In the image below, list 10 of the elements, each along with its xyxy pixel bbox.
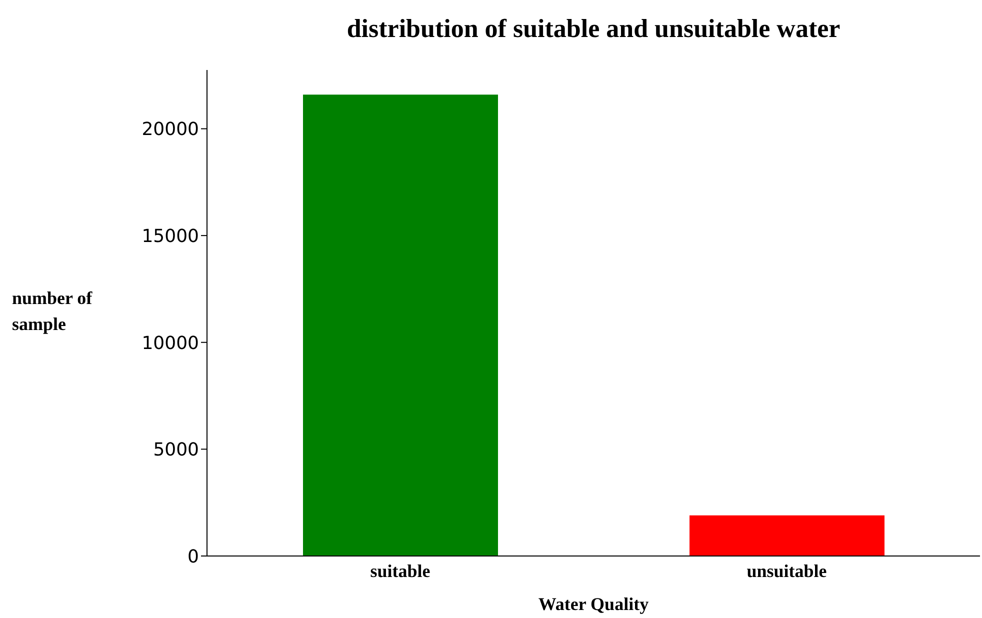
y-tick-label: 20000 — [142, 119, 199, 140]
x-tick-label: suitable — [370, 560, 430, 581]
y-tick-label: 15000 — [142, 226, 199, 247]
y-tick-label: 0 — [188, 546, 199, 568]
y-tick-label: 5000 — [153, 440, 199, 461]
y-axis-title: number of sample — [12, 287, 94, 336]
x-axis-title: Water Quality — [537, 594, 650, 615]
x-tick-label: unsuitable — [746, 560, 827, 581]
y-tick-label: 10000 — [142, 332, 199, 354]
chart-title: distribution of suitable and unsuitable water — [346, 14, 842, 44]
